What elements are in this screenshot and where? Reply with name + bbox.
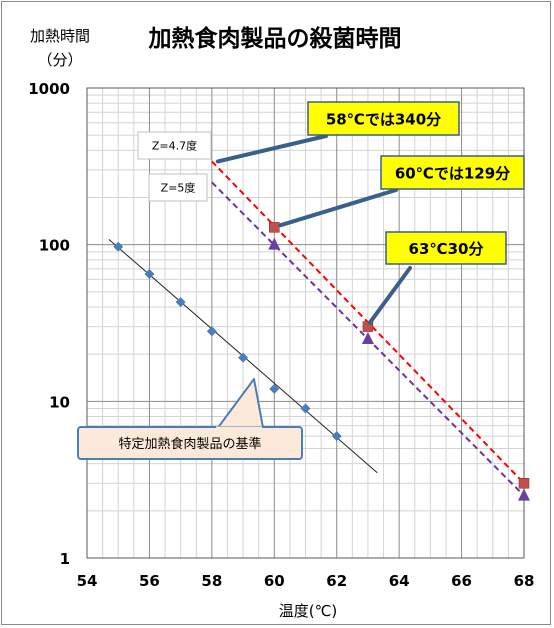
data-point-diamond <box>206 326 217 337</box>
y-tick-label: 1000 <box>28 80 70 98</box>
y-tick-label: 1 <box>60 550 70 568</box>
data-point-diamond <box>175 297 186 308</box>
callout-text: 63℃30分 <box>409 240 484 258</box>
x-axis-label: 温度(℃) <box>279 602 338 620</box>
annotations: 58℃では340分 60℃では129分 63℃30分 Z=4.7度 Z=5度特定加熱食肉… <box>77 101 525 460</box>
data-point-diamond <box>300 403 311 414</box>
callout-box <box>385 231 507 265</box>
z-label-box <box>148 173 208 202</box>
callout-text: 60℃では129分 <box>395 165 510 183</box>
callout-pointer <box>367 266 412 325</box>
data-point-square <box>362 321 374 332</box>
callout-text: 58℃では340分 <box>326 111 441 129</box>
chart-title: 加熱食肉製品の殺菌時間 <box>148 25 402 52</box>
standard-callout-box <box>77 426 303 460</box>
x-tick-label: 56 <box>139 572 160 590</box>
x-tick-label: 64 <box>389 572 410 590</box>
standard-callout-pointer <box>213 378 265 434</box>
callout-pointer <box>278 188 398 228</box>
x-tick-label: 62 <box>326 572 347 590</box>
x-tick-label: 60 <box>264 572 285 590</box>
x-tick-label: 54 <box>77 572 98 590</box>
data-point-square <box>518 478 530 489</box>
callout-pointer <box>215 134 328 164</box>
data-point-square <box>269 222 280 233</box>
data-point-triangle <box>268 237 281 250</box>
x-tick-label: 58 <box>201 572 222 590</box>
z-label-text: Z=4.7度 <box>152 139 197 153</box>
y-tick-label: 100 <box>39 237 70 255</box>
data-point-diamond <box>269 383 280 394</box>
data-point-diamond <box>238 352 249 363</box>
data-point-diamond <box>144 268 155 279</box>
data-point-diamond <box>113 241 124 252</box>
callout-box <box>380 155 525 190</box>
z-label-box <box>137 131 212 160</box>
data-point-triangle <box>361 331 374 344</box>
y-axis-label-line2: （分） <box>37 51 82 69</box>
data-point-diamond <box>331 431 342 442</box>
z-label-text: Z=5度 <box>161 181 196 195</box>
axes: 54 56 58 60 62 64 66 68 1 10 100 1000 <box>28 80 534 590</box>
callout-box <box>307 101 460 136</box>
x-tick-label: 68 <box>514 572 535 590</box>
y-axis-label-line1: 加熱時間 <box>30 27 90 45</box>
standard-callout-text: 特定加熱食肉製品の基準 <box>118 436 261 452</box>
y-tick-label: 10 <box>49 393 70 411</box>
plot-border <box>86 87 525 559</box>
x-tick-label: 66 <box>451 572 472 590</box>
data-point-triangle <box>518 488 530 501</box>
data-points <box>113 222 530 501</box>
